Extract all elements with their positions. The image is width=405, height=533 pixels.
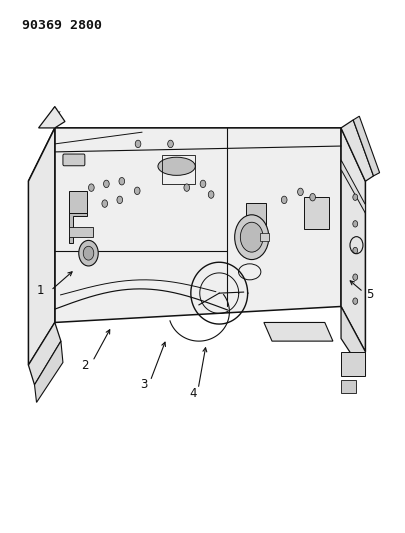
Circle shape [352,274,357,280]
Circle shape [88,184,94,191]
Polygon shape [38,107,65,128]
Polygon shape [263,322,332,341]
Bar [340,380,356,393]
Polygon shape [340,128,364,352]
Polygon shape [28,128,365,181]
Text: 5: 5 [365,288,372,301]
Text: 90369 2800: 90369 2800 [22,19,102,31]
Circle shape [352,247,357,254]
Polygon shape [340,306,364,376]
Polygon shape [340,160,364,213]
Polygon shape [55,128,340,322]
Circle shape [167,140,173,148]
Bar [304,197,328,229]
Circle shape [352,194,357,200]
Text: 4: 4 [189,387,196,400]
Polygon shape [69,213,87,243]
Circle shape [200,180,205,188]
FancyBboxPatch shape [63,154,85,166]
Circle shape [183,184,189,191]
Circle shape [309,193,315,201]
Circle shape [83,246,94,260]
Bar [69,191,87,213]
Text: 2: 2 [81,359,89,372]
Circle shape [103,180,109,188]
Circle shape [117,196,122,204]
Bar [340,352,364,376]
Text: 3: 3 [140,378,147,391]
Circle shape [134,187,140,195]
Circle shape [352,221,357,227]
Circle shape [102,200,107,207]
Circle shape [234,215,268,260]
Circle shape [79,240,98,266]
Circle shape [240,222,262,252]
Polygon shape [352,116,379,176]
Text: 1: 1 [37,284,44,297]
Circle shape [352,298,357,304]
Polygon shape [340,120,373,181]
Ellipse shape [158,157,195,175]
Circle shape [297,188,303,196]
Bar [69,227,92,237]
Bar [162,155,194,184]
Polygon shape [34,341,63,402]
Circle shape [281,196,286,204]
Circle shape [119,177,124,185]
Bar [245,203,265,235]
Circle shape [208,191,213,198]
Bar [259,233,268,241]
Polygon shape [28,322,61,385]
Circle shape [135,140,141,148]
Polygon shape [28,128,55,365]
